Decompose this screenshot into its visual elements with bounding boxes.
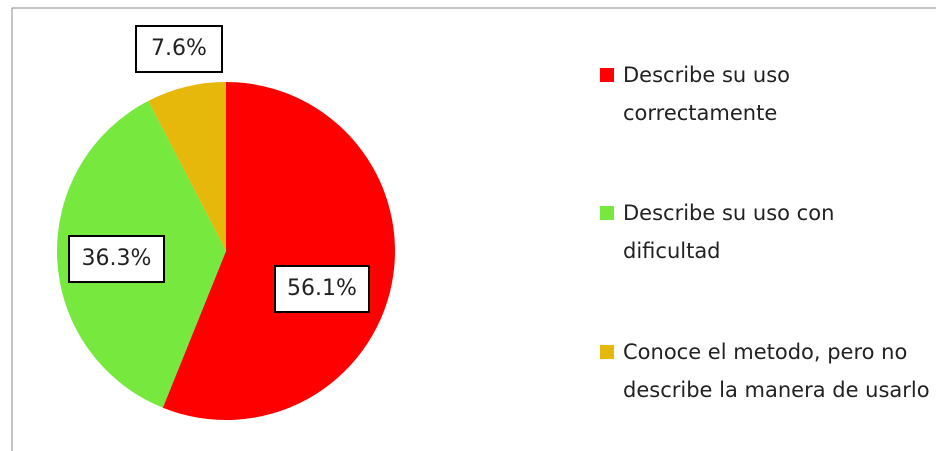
chart-frame bbox=[11, 7, 936, 451]
legend-swatch bbox=[600, 345, 614, 359]
legend-entry: Describe su uso correctamente bbox=[600, 56, 936, 132]
legend-entry: Conoce el metodo, pero no describe la ma… bbox=[600, 333, 936, 409]
value-label: 36.3% bbox=[68, 235, 165, 283]
legend-swatch bbox=[600, 206, 614, 220]
pie-slice bbox=[148, 82, 226, 251]
legend-entry: Describe su uso con dificultad bbox=[600, 194, 936, 270]
legend-label: Describe su uso con dificultad bbox=[623, 201, 835, 263]
legend-label: Conoce el metodo, pero no describe la ma… bbox=[623, 340, 930, 402]
value-label: 7.6% bbox=[135, 25, 223, 73]
legend-label: Describe su uso correctamente bbox=[623, 63, 790, 125]
legend-swatch bbox=[600, 68, 614, 82]
pie-slice bbox=[162, 82, 395, 420]
value-label: 56.1% bbox=[274, 265, 370, 313]
